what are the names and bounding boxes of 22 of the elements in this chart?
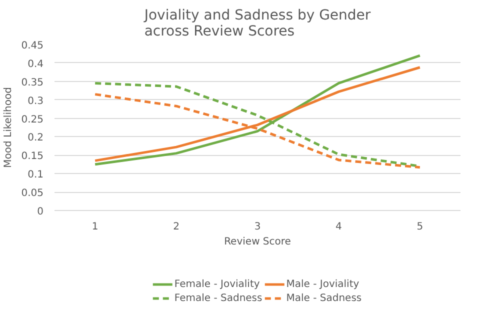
y-tick-label: 0.4 xyxy=(28,58,44,70)
x-tick-label: 4 xyxy=(336,222,342,232)
y-axis-title: Mood Likelihood xyxy=(3,87,14,168)
y-tick-label: 0.25 xyxy=(21,114,44,126)
chart-title: Joviality and Sadness by Gender across Review Scores xyxy=(143,8,371,40)
y-tick-label: 0.2 xyxy=(28,132,44,144)
x-axis-title: Review Score xyxy=(224,236,291,248)
legend-label: Male - Joviality xyxy=(286,278,360,290)
x-tick-label: 3 xyxy=(254,222,261,232)
legend-label: Female - Sadness xyxy=(174,292,262,304)
y-tick-label: 0 xyxy=(37,206,44,218)
y-tick-label: 0.05 xyxy=(21,188,44,200)
x-tick-label: 1 xyxy=(92,222,98,232)
y-tick-label: 0.35 xyxy=(21,77,44,88)
x-tick-label: 5 xyxy=(416,222,424,232)
y-tick-label: 0.1 xyxy=(28,170,44,181)
legend-label: Male - Sadness xyxy=(286,292,362,304)
y-tick-label: 0.15 xyxy=(21,151,44,162)
y-tick-label: 0.3 xyxy=(28,96,44,107)
y-tick-label: 0.45 xyxy=(21,40,44,52)
legend-label: Female - Joviality xyxy=(174,278,260,290)
x-tick-label: 2 xyxy=(173,222,180,232)
